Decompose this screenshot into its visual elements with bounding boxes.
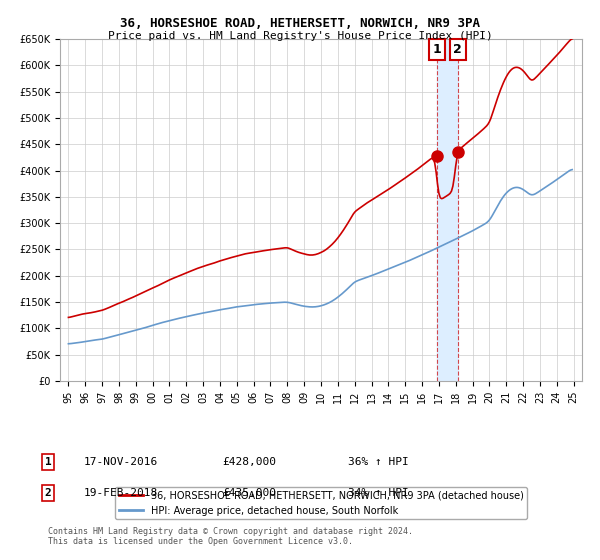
Text: 1: 1 <box>433 43 441 56</box>
Text: 36, HORSESHOE ROAD, HETHERSETT, NORWICH, NR9 3PA: 36, HORSESHOE ROAD, HETHERSETT, NORWICH,… <box>120 17 480 30</box>
Legend: 36, HORSESHOE ROAD, HETHERSETT, NORWICH, NR9 3PA (detached house), HPI: Average : 36, HORSESHOE ROAD, HETHERSETT, NORWICH,… <box>115 487 527 520</box>
Bar <box>437 39 458 381</box>
Text: Price paid vs. HM Land Registry's House Price Index (HPI): Price paid vs. HM Land Registry's House … <box>107 31 493 41</box>
Text: 19-FEB-2018: 19-FEB-2018 <box>84 488 158 498</box>
Text: £435,000: £435,000 <box>222 488 276 498</box>
Text: £428,000: £428,000 <box>222 457 276 467</box>
Text: 36% ↑ HPI: 36% ↑ HPI <box>348 457 409 467</box>
Text: Contains HM Land Registry data © Crown copyright and database right 2024.
This d: Contains HM Land Registry data © Crown c… <box>48 526 413 546</box>
Text: 17-NOV-2016: 17-NOV-2016 <box>84 457 158 467</box>
Text: 34% ↑ HPI: 34% ↑ HPI <box>348 488 409 498</box>
Text: 1: 1 <box>44 457 52 467</box>
Text: 2: 2 <box>454 43 462 56</box>
Text: 2: 2 <box>44 488 52 498</box>
